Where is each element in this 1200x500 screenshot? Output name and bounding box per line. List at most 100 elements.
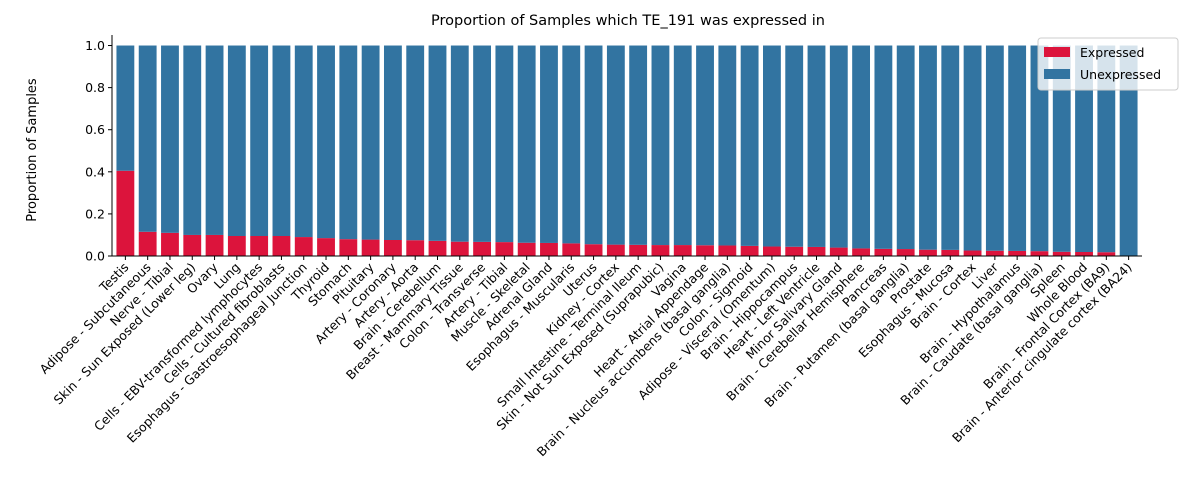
bar-expressed-29 <box>763 246 781 256</box>
bar-unexpressed-35 <box>896 45 915 250</box>
bar-expressed-42 <box>1052 251 1071 256</box>
bar-unexpressed-4 <box>205 45 224 235</box>
bar-expressed-24 <box>651 245 670 256</box>
bar-unexpressed-36 <box>919 45 937 250</box>
bar-expressed-7 <box>272 236 291 256</box>
bar-expressed-2 <box>161 232 179 256</box>
y-tick-label: 1.0 <box>85 38 105 53</box>
bar-expressed-8 <box>294 237 313 256</box>
bar-expressed-10 <box>339 239 358 256</box>
bar-unexpressed-32 <box>829 45 848 248</box>
bar-expressed-39 <box>985 250 1004 256</box>
bar-unexpressed-28 <box>740 45 759 246</box>
bar-unexpressed-20 <box>562 45 581 244</box>
bar-expressed-34 <box>874 248 893 256</box>
legend-label-unexpressed: Unexpressed <box>1080 67 1161 82</box>
bar-unexpressed-22 <box>606 45 625 245</box>
bar-unexpressed-5 <box>227 45 246 236</box>
bar-unexpressed-13 <box>406 45 425 241</box>
bar-expressed-4 <box>205 234 224 256</box>
bar-expressed-12 <box>383 240 402 256</box>
bar-unexpressed-15 <box>450 45 469 242</box>
bar-expressed-0 <box>116 170 135 256</box>
bars-layer <box>116 45 1138 256</box>
bar-unexpressed-14 <box>428 45 447 241</box>
bar-expressed-16 <box>473 241 492 256</box>
bar-expressed-15 <box>450 241 469 256</box>
legend-label-expressed: Expressed <box>1080 45 1144 60</box>
chart-title: Proportion of Samples which TE_191 was e… <box>431 13 825 29</box>
bar-expressed-3 <box>183 234 202 256</box>
bar-unexpressed-27 <box>718 45 737 246</box>
bar-expressed-14 <box>428 240 447 256</box>
bar-expressed-9 <box>317 238 335 256</box>
y-tick-label: 0.6 <box>85 122 105 137</box>
bar-unexpressed-8 <box>294 45 313 238</box>
bar-unexpressed-12 <box>383 45 402 240</box>
y-tick-label: 0.4 <box>85 164 105 179</box>
bar-expressed-41 <box>1030 251 1049 256</box>
bar-unexpressed-3 <box>183 45 202 235</box>
bar-expressed-18 <box>517 242 536 256</box>
bar-expressed-38 <box>963 250 982 256</box>
bar-expressed-19 <box>540 242 558 256</box>
legend-frame <box>1037 37 1179 91</box>
bar-unexpressed-33 <box>852 45 871 249</box>
bar-unexpressed-16 <box>473 45 492 242</box>
bar-expressed-44 <box>1097 252 1116 256</box>
bar-unexpressed-34 <box>874 45 893 249</box>
bar-unexpressed-18 <box>517 45 536 243</box>
bar-unexpressed-43 <box>1075 45 1093 252</box>
bar-unexpressed-7 <box>272 45 291 236</box>
bar-unexpressed-11 <box>361 45 380 240</box>
bar-expressed-1 <box>138 231 157 256</box>
bar-unexpressed-45 <box>1119 45 1138 256</box>
bar-unexpressed-37 <box>941 45 960 250</box>
bar-unexpressed-30 <box>785 45 804 247</box>
bar-unexpressed-9 <box>317 45 335 239</box>
bar-expressed-32 <box>829 247 848 256</box>
bar-unexpressed-1 <box>138 45 157 232</box>
bar-unexpressed-24 <box>651 45 670 246</box>
y-tick-label: 0.0 <box>85 249 105 264</box>
bar-unexpressed-21 <box>584 45 603 245</box>
bar-expressed-30 <box>785 246 804 256</box>
bar-expressed-5 <box>227 236 246 256</box>
bar-expressed-23 <box>629 244 648 256</box>
bar-expressed-11 <box>361 239 380 256</box>
bar-unexpressed-44 <box>1097 45 1116 253</box>
bar-unexpressed-38 <box>963 45 982 251</box>
bar-unexpressed-2 <box>161 45 179 233</box>
bar-expressed-36 <box>919 249 937 256</box>
bar-unexpressed-41 <box>1030 45 1049 252</box>
legend: Expressed Unexpressed <box>1037 37 1179 91</box>
bar-unexpressed-29 <box>763 45 781 247</box>
bar-expressed-25 <box>673 245 692 256</box>
bar-unexpressed-10 <box>339 45 358 240</box>
bar-expressed-40 <box>1008 250 1027 256</box>
y-tick-label: 0.8 <box>85 80 105 95</box>
bar-expressed-33 <box>852 248 871 256</box>
bar-unexpressed-40 <box>1008 45 1027 251</box>
bar-unexpressed-23 <box>629 45 648 245</box>
bar-unexpressed-26 <box>696 45 714 246</box>
bar-unexpressed-17 <box>495 45 514 243</box>
bar-unexpressed-39 <box>985 45 1004 251</box>
y-tick-label: 0.2 <box>85 206 105 221</box>
bar-unexpressed-42 <box>1052 45 1071 252</box>
bar-expressed-13 <box>406 240 425 256</box>
bar-expressed-35 <box>896 249 915 256</box>
bar-unexpressed-6 <box>250 45 269 236</box>
bar-expressed-37 <box>941 249 960 256</box>
legend-swatch-unexpressed <box>1044 69 1070 79</box>
bar-expressed-6 <box>250 236 269 256</box>
bar-unexpressed-19 <box>540 45 558 243</box>
bar-expressed-43 <box>1075 252 1093 256</box>
bar-expressed-20 <box>562 243 581 256</box>
bar-expressed-31 <box>807 246 826 256</box>
bar-expressed-28 <box>740 245 759 256</box>
bar-unexpressed-0 <box>116 45 135 171</box>
bar-expressed-26 <box>696 245 714 256</box>
bar-expressed-27 <box>718 245 737 256</box>
